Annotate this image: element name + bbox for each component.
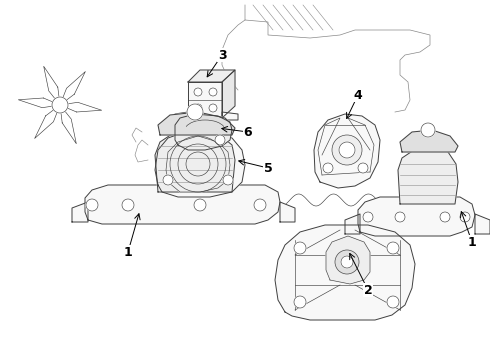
Polygon shape [158,112,235,135]
Circle shape [163,175,173,185]
Text: 2: 2 [364,284,372,297]
Circle shape [215,135,225,145]
Polygon shape [35,105,60,139]
Circle shape [86,199,98,211]
Circle shape [254,199,266,211]
Polygon shape [18,98,60,108]
Text: 6: 6 [244,126,252,139]
Polygon shape [326,236,370,284]
Circle shape [223,175,233,185]
Polygon shape [400,130,458,152]
Polygon shape [275,225,415,320]
Polygon shape [188,70,235,82]
Circle shape [395,212,405,222]
Circle shape [52,97,68,113]
Polygon shape [175,112,188,120]
Circle shape [194,104,202,112]
Polygon shape [314,114,380,188]
Circle shape [194,88,202,96]
Polygon shape [175,114,232,150]
Circle shape [122,199,134,211]
Circle shape [323,163,333,173]
Polygon shape [280,202,295,222]
Circle shape [332,135,362,165]
Polygon shape [60,105,76,144]
Circle shape [335,250,359,274]
Text: 1: 1 [467,235,476,248]
Text: 1: 1 [123,246,132,258]
Circle shape [387,242,399,254]
Text: 3: 3 [218,49,226,62]
Polygon shape [85,185,280,224]
Polygon shape [358,197,475,236]
Circle shape [209,104,217,112]
Circle shape [460,212,470,222]
Circle shape [187,104,203,120]
Circle shape [421,123,435,137]
Text: 4: 4 [354,89,363,102]
Polygon shape [60,102,101,112]
Polygon shape [44,66,60,105]
Circle shape [363,212,373,222]
Polygon shape [222,70,235,118]
Circle shape [440,212,450,222]
Polygon shape [155,130,245,197]
Circle shape [294,242,306,254]
Circle shape [339,142,355,158]
Polygon shape [155,128,235,192]
Polygon shape [222,112,238,120]
Polygon shape [398,146,458,204]
Polygon shape [72,202,88,222]
Polygon shape [188,82,222,118]
Circle shape [294,296,306,308]
Circle shape [194,199,206,211]
Circle shape [358,163,368,173]
Circle shape [209,88,217,96]
Polygon shape [60,72,85,105]
Circle shape [387,296,399,308]
Polygon shape [345,214,360,234]
Polygon shape [166,136,230,192]
Circle shape [341,256,353,268]
Text: 5: 5 [264,162,272,175]
Polygon shape [475,214,490,234]
